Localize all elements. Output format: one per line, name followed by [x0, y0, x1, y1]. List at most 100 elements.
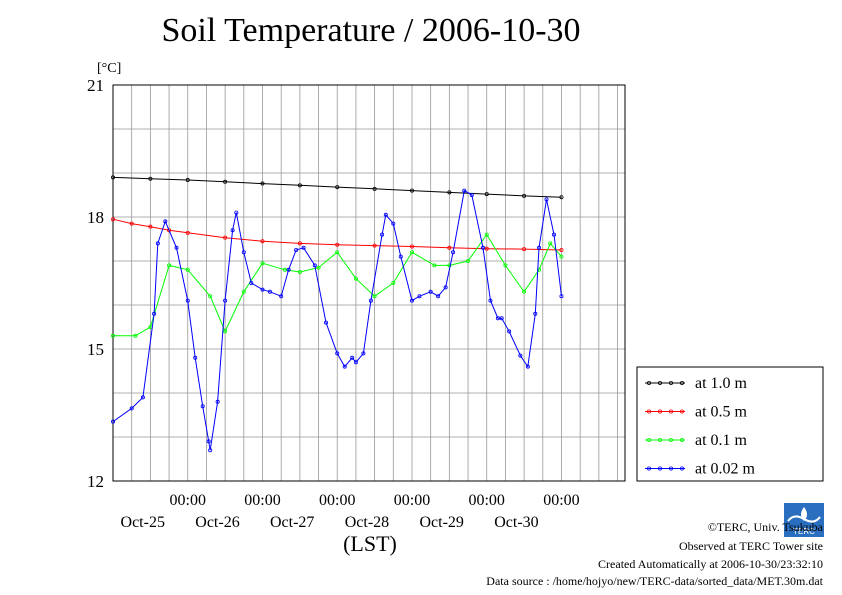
data-point: [200, 404, 205, 409]
data-point: [324, 320, 329, 325]
data-point: [316, 265, 321, 270]
x-tick-time: 00:00: [244, 492, 280, 509]
data-point: [260, 181, 265, 186]
plot-frame: [112, 84, 626, 482]
data-point: [335, 185, 340, 190]
data-point: [503, 263, 508, 268]
data-point: [111, 217, 116, 222]
data-point: [522, 193, 527, 198]
data-point: [335, 250, 340, 255]
x-tick-date: Oct-27: [270, 514, 314, 531]
legend-swatch-point: [669, 409, 674, 414]
data-point: [353, 360, 358, 365]
data-point: [533, 311, 538, 316]
data-point: [469, 192, 474, 197]
y-axis-label: [°C]: [97, 61, 121, 76]
data-point: [223, 329, 228, 334]
data-point: [409, 298, 414, 303]
data-point: [301, 245, 306, 250]
data-point: [391, 221, 396, 226]
series-2: [111, 232, 564, 338]
created-text: Created Automatically at 2006-10-30/23:3…: [598, 557, 823, 571]
data-point: [167, 228, 172, 233]
legend-swatch-point: [658, 437, 663, 442]
legend-swatch-point: [658, 466, 663, 471]
data-point: [163, 219, 168, 224]
data-point: [484, 246, 489, 251]
legend-swatch-point: [647, 380, 652, 385]
data-point: [241, 289, 246, 294]
data-point: [559, 247, 564, 252]
data-point: [559, 195, 564, 200]
data-point: [350, 355, 355, 360]
data-point: [383, 212, 388, 217]
legend-swatch-point: [647, 437, 652, 442]
data-point: [428, 289, 433, 294]
x-tick-date: Oct-29: [420, 514, 464, 531]
data-point: [432, 263, 437, 268]
legend-label: at 0.02 m: [695, 461, 756, 478]
data-point: [297, 183, 302, 188]
legend-label: at 0.5 m: [695, 404, 748, 421]
x-tick-time: 00:00: [543, 492, 579, 509]
legend-swatch-point: [669, 466, 674, 471]
data-point: [451, 250, 456, 255]
data-point: [522, 247, 527, 252]
series-line: [112, 189, 562, 451]
data-point: [436, 294, 441, 299]
data-point: [499, 316, 504, 321]
data-point: [294, 247, 299, 252]
x-tick-time: 00:00: [468, 492, 504, 509]
data-point: [342, 364, 347, 369]
legend-swatch-point: [680, 437, 685, 442]
data-point: [335, 242, 340, 247]
y-tick-label: 18: [87, 208, 104, 227]
data-point: [111, 175, 116, 180]
data-point: [391, 280, 396, 285]
x-tick-time: 00:00: [319, 492, 355, 509]
data-point: [380, 232, 385, 237]
x-tick-date: Oct-28: [345, 514, 389, 531]
data-point: [260, 287, 265, 292]
data-point: [185, 178, 190, 183]
data-point: [409, 244, 414, 249]
legend-swatch-point: [647, 466, 652, 471]
legend-swatch-point: [669, 380, 674, 385]
grid-lines: [113, 85, 625, 481]
data-point: [398, 254, 403, 259]
data-source-text: Data source : /home/hojyo/new/TERC-data/…: [486, 574, 823, 588]
data-point: [223, 298, 228, 303]
data-point: [417, 294, 422, 299]
data-point: [537, 245, 542, 250]
observed-text: Observed at TERC Tower site: [678, 539, 823, 553]
data-point: [462, 188, 467, 193]
data-point: [215, 399, 220, 404]
data-point: [223, 179, 228, 184]
terc-logo: TERC: [784, 503, 824, 537]
data-point: [241, 250, 246, 255]
data-point: [148, 224, 153, 229]
data-point: [297, 269, 302, 274]
data-point: [525, 364, 530, 369]
legend-label: at 1.0 m: [695, 375, 748, 392]
x-axis-label: (LST): [343, 531, 397, 556]
data-point: [297, 241, 302, 246]
chart-title: Soil Temperature / 2006-10-30: [161, 12, 581, 49]
data-point: [185, 298, 190, 303]
data-point: [267, 289, 272, 294]
data-point: [155, 241, 160, 246]
data-point: [518, 353, 523, 358]
data-point: [335, 351, 340, 356]
data-point: [129, 406, 134, 411]
data-point: [234, 210, 239, 215]
data-point: [447, 263, 452, 268]
data-point: [286, 267, 291, 272]
data-point: [368, 298, 373, 303]
legend-swatch-point: [680, 380, 685, 385]
x-tick-time: 00:00: [394, 492, 430, 509]
legend-swatch-point: [680, 409, 685, 414]
data-point: [174, 245, 179, 250]
data-point: [484, 192, 489, 197]
series-0: [111, 175, 564, 200]
